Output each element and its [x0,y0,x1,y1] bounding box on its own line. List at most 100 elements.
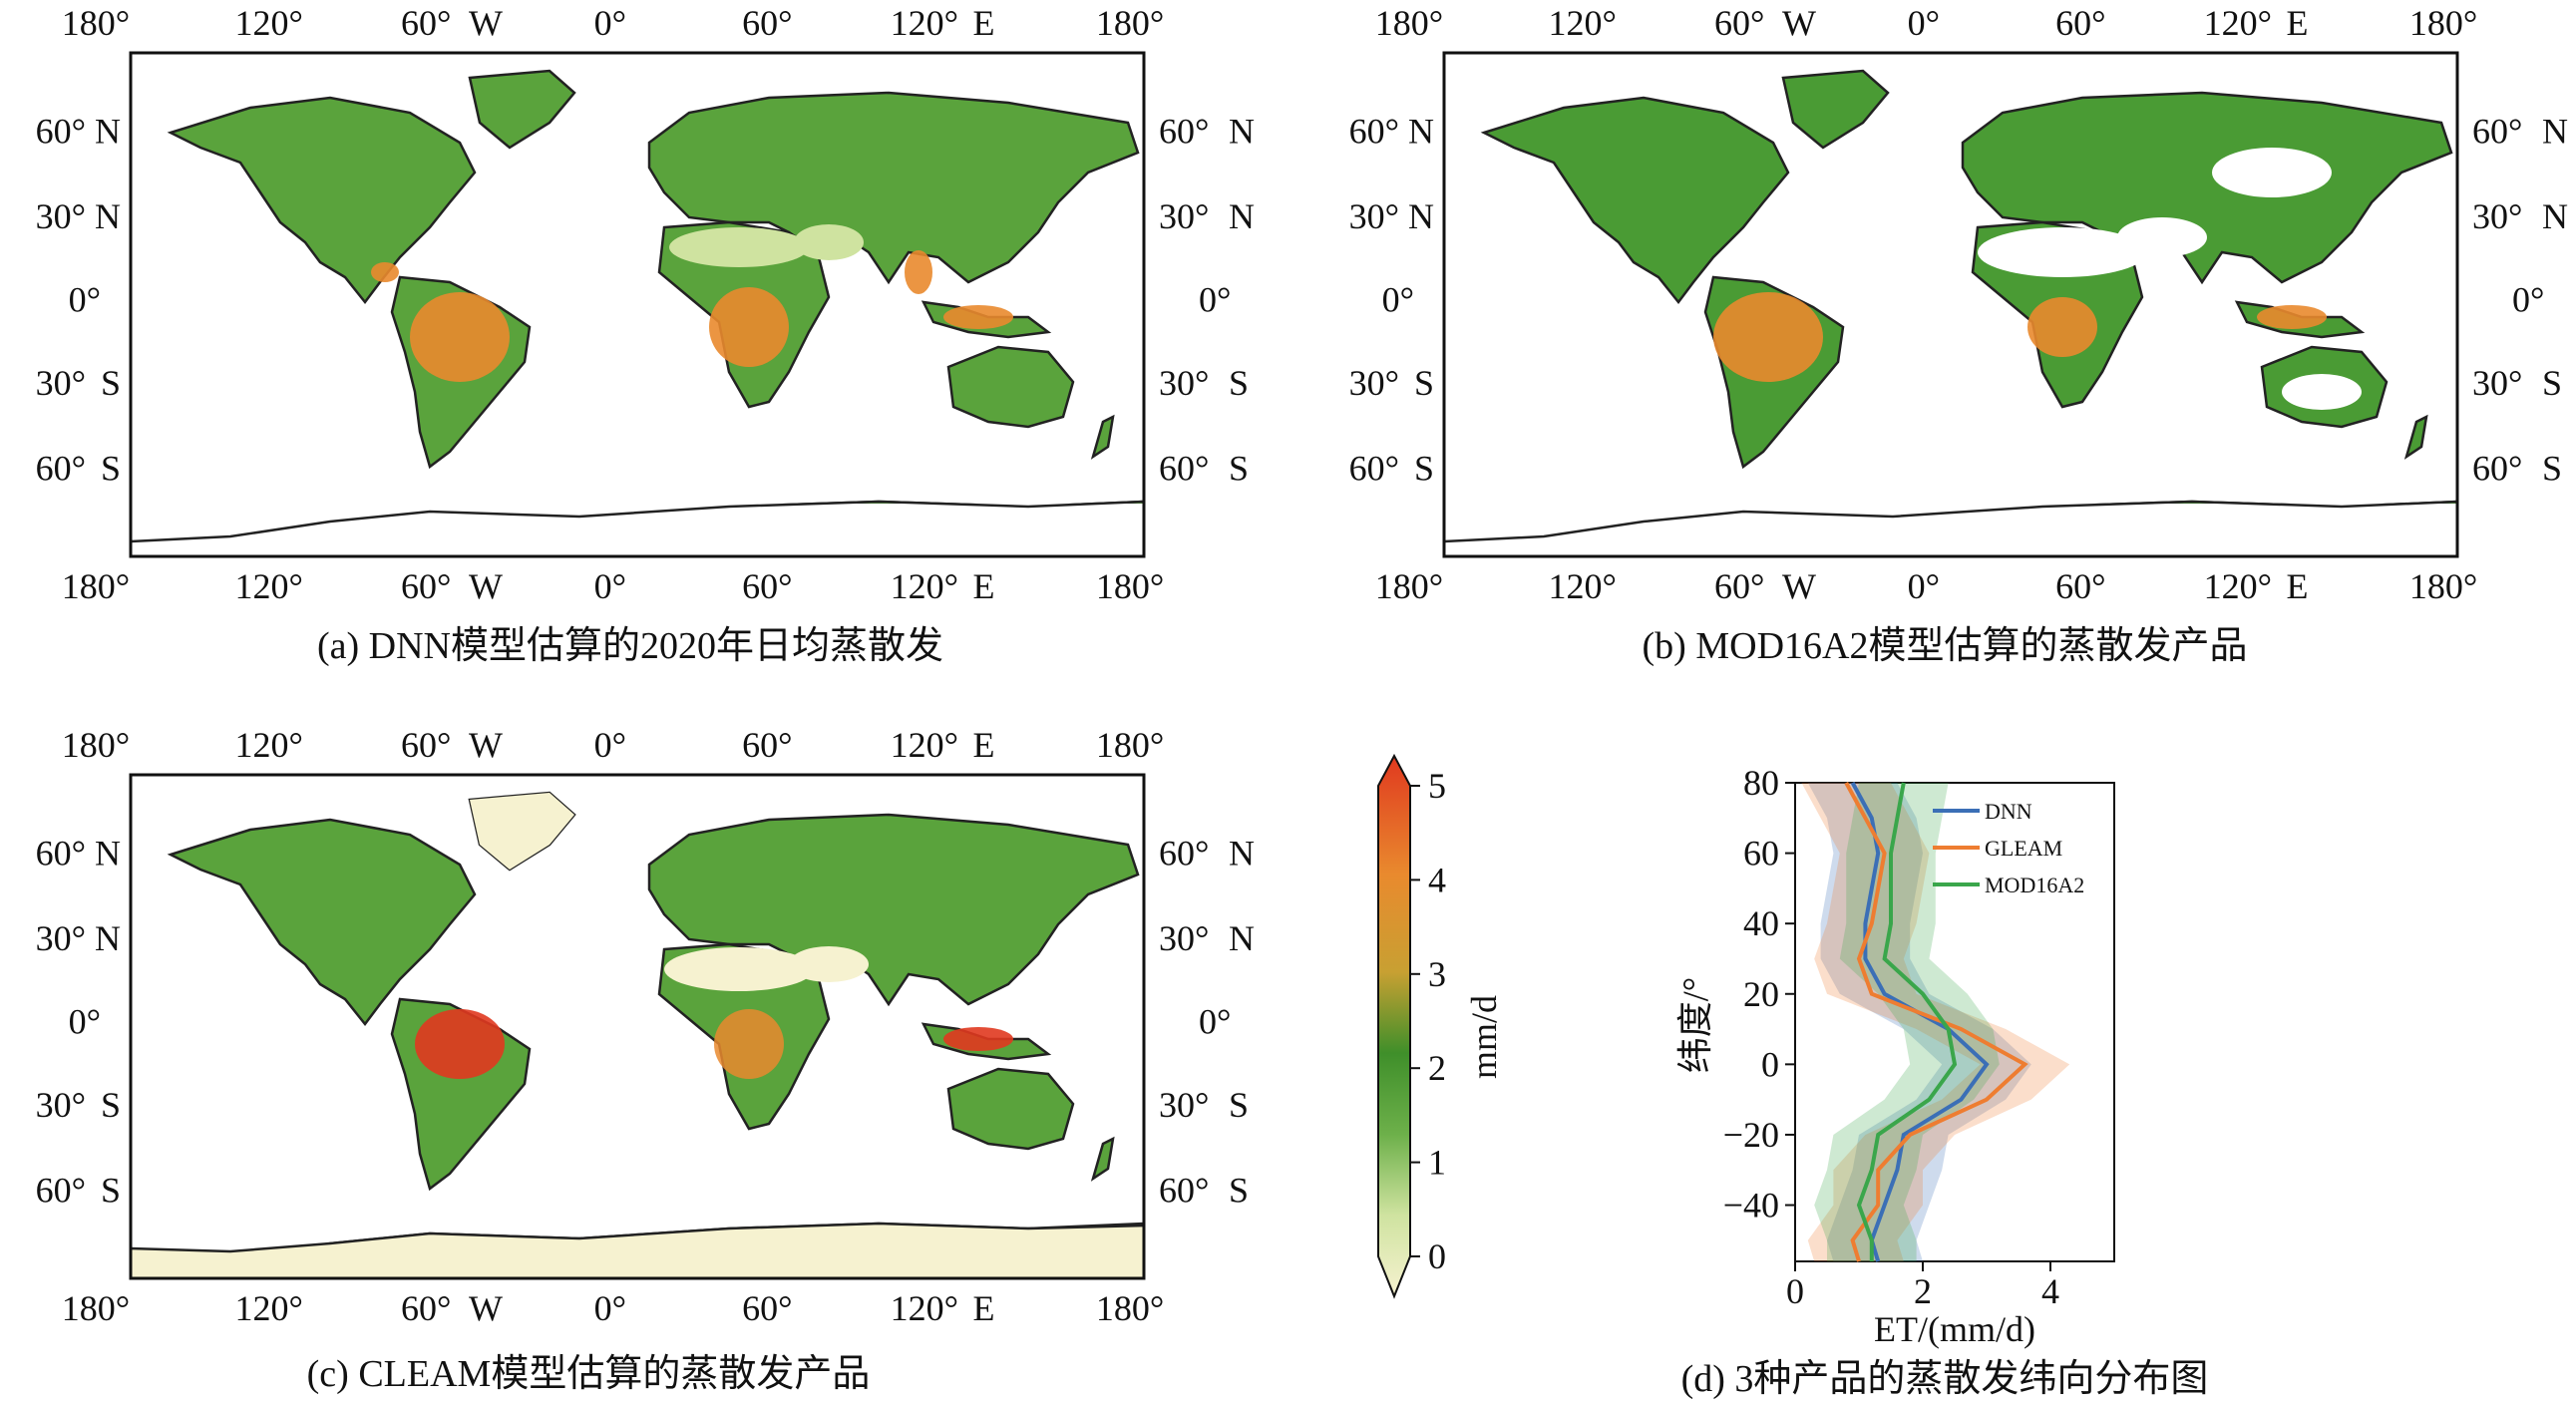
lat-hemisphere-left: N [95,918,121,958]
zonal-et-chart: 0 2 4 80 60 40 20 0 −20 −40 DNN GLEAM MOD16A2 ET/(m… [1675,763,2115,1349]
lat-tick-right: 30° [2472,363,2522,403]
x-tick-label: 4 [2041,1271,2059,1311]
lon-tick-bottom: 120° [891,566,958,606]
lat-tick-right: 0° [2512,279,2544,319]
lat-tick-left: 60° [1349,111,1399,151]
lat-hemisphere-left: S [101,1171,121,1211]
lon-tick-bottom: W [469,566,503,606]
lat-tick-left: 30° [36,1085,86,1125]
y-tick-label: −40 [1723,1186,1779,1226]
lon-tick-top: 180° [2409,3,2477,43]
lat-hemisphere-right: S [1229,1085,1249,1125]
lat-hemisphere-left: S [101,1085,121,1125]
lon-tick-top: 120° [235,3,303,43]
lon-tick-bottom: 180° [1375,566,1443,606]
lon-tick-bottom: 60° [742,1288,792,1328]
lon-tick-top: 120° [891,725,958,765]
caption-c: (c) CLEAM模型估算的蒸散发产品 [307,1353,871,1395]
lat-hemisphere-left: N [95,196,121,236]
map-panel-dnn [129,51,1146,558]
legend-label: MOD16A2 [1985,873,2084,897]
lat-tick-left: 60° [36,449,86,489]
chart-legend: DNN GLEAM MOD16A2 [1933,799,2084,897]
chart-xlabel: ET/(mm/d) [1874,1309,2035,1349]
chart-frame [1794,782,2115,1262]
lon-tick-top: W [469,725,503,765]
caption-b: (b) MOD16A2模型估算的蒸散发产品 [1643,625,2248,667]
lat-tick-left: 60° [1349,449,1399,489]
lon-tick-bottom: 0° [1908,566,1940,606]
colorbar-body [1377,753,1411,1299]
lon-tick-bottom: 0° [594,1288,626,1328]
x-tick-label: 2 [1914,1271,1932,1311]
lon-tick-bottom: 120° [2204,566,2272,606]
tropical-high-et [371,250,1013,382]
lat-hemisphere-right: S [2542,363,2562,403]
tropical-high-et [1713,292,2327,382]
lon-tick-top: 180° [1375,3,1443,43]
map-tick-labels: 180°180°120°120°60°60°WW0°0°60°60°120°12… [36,3,2568,1328]
caption-d: (d) 3种产品的蒸散发纬向分布图 [1681,1358,2209,1400]
lat-tick-right: 0° [1199,279,1231,319]
colorbar-tick-label: 1 [1428,1143,1446,1183]
colorbar-tick-label: 5 [1428,766,1446,806]
colorbar-label: mm/d [1464,995,1504,1079]
chart-series-lines [1844,782,2028,1262]
lat-hemisphere-right: S [1229,449,1249,489]
lat-tick-right: 0° [1199,1001,1231,1041]
lat-hemisphere-left: S [101,449,121,489]
x-tick-label: 0 [1786,1271,1804,1311]
desert-low-et [1978,148,2362,410]
legend-label: GLEAM [1985,836,2062,861]
lon-tick-bottom: 120° [891,1288,958,1328]
lon-tick-bottom: E [973,1288,995,1328]
lat-tick-left: 0° [69,279,101,319]
lat-hemisphere-left: N [1408,196,1434,236]
antarctica-outline [130,500,1145,556]
lat-tick-left: 30° [36,196,86,236]
lat-tick-right: 60° [1159,111,1209,151]
lon-tick-bottom: 120° [235,1288,303,1328]
lat-tick-left: 30° [1349,196,1399,236]
lat-hemisphere-right: S [2542,449,2562,489]
y-tick-label: 40 [1743,903,1779,943]
colorbar: 5 4 3 2 1 0 mm/d [1377,753,1504,1299]
lat-tick-left: 30° [1349,363,1399,403]
lat-tick-right: 60° [2472,449,2522,489]
lat-hemisphere-right: N [2542,196,2568,236]
colorbar-tick-label: 3 [1428,954,1446,994]
series-band-dnn [1807,783,2031,1261]
lon-tick-top: E [973,725,995,765]
y-tick-label: −20 [1723,1115,1779,1155]
desert-low-et [669,224,864,267]
lon-tick-top: 180° [1096,3,1164,43]
lat-hemisphere-right: N [2542,111,2568,151]
lon-tick-top: 180° [1096,725,1164,765]
caption-a: (a) DNN模型估算的2020年日均蒸散发 [317,625,943,667]
lat-hemisphere-right: N [1229,196,1255,236]
lon-tick-bottom: 60° [1714,566,1764,606]
lon-tick-bottom: 60° [401,1288,451,1328]
lat-tick-left: 0° [1382,279,1414,319]
y-tick-label: 60 [1743,834,1779,874]
lon-tick-top: E [2287,3,2309,43]
lon-tick-top: 120° [891,3,958,43]
lon-tick-bottom: 180° [62,566,130,606]
lon-tick-bottom: 120° [1549,566,1617,606]
lon-tick-bottom: E [2287,566,2309,606]
lon-tick-top: W [1782,3,1816,43]
colorbar-ticks: 5 4 3 2 1 0 [1410,766,1446,1276]
y-tick-label: 0 [1761,1044,1779,1084]
lon-tick-top: W [469,3,503,43]
lon-tick-top: 120° [235,725,303,765]
colorbar-tick-label: 4 [1428,860,1446,899]
lat-tick-left: 30° [36,918,86,958]
lat-hemisphere-right: N [1229,111,1255,151]
antarctica-outline [1443,500,2458,556]
lat-tick-right: 30° [1159,196,1209,236]
tropical-high-et [415,1009,1013,1079]
lon-tick-top: 60° [1714,3,1764,43]
lat-hemisphere-left: N [95,833,121,873]
series-line-mod16a2 [1856,782,1958,1261]
lon-tick-top: 180° [62,725,130,765]
